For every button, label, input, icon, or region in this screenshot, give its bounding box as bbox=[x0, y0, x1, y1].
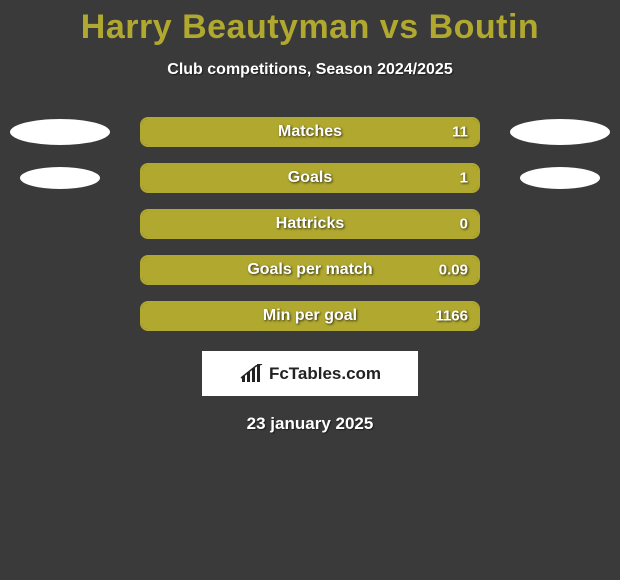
infographic-container: Harry Beautyman vs Boutin Club competiti… bbox=[0, 0, 620, 580]
date-label: 23 january 2025 bbox=[0, 414, 620, 434]
stat-value: 0 bbox=[460, 216, 468, 233]
ellipse-right-icon bbox=[520, 167, 600, 189]
stat-bar: Hattricks 0 bbox=[140, 209, 480, 239]
stat-label: Hattricks bbox=[276, 215, 344, 233]
stat-label: Min per goal bbox=[263, 307, 357, 325]
page-title: Harry Beautyman vs Boutin bbox=[0, 0, 620, 47]
logo: FcTables.com bbox=[239, 364, 381, 384]
bar-chart-icon bbox=[239, 364, 265, 384]
stat-rows: Matches 11 Goals 1 Hattricks 0 bbox=[0, 117, 620, 331]
logo-text: FcTables.com bbox=[269, 364, 381, 384]
stat-bar: Matches 11 bbox=[140, 117, 480, 147]
ellipse-right-icon bbox=[510, 119, 610, 145]
stat-row-min-per-goal: Min per goal 1166 bbox=[0, 301, 620, 331]
stat-row-goals-per-match: Goals per match 0.09 bbox=[0, 255, 620, 285]
logo-box: FcTables.com bbox=[202, 351, 418, 396]
stat-row-matches: Matches 11 bbox=[0, 117, 620, 147]
ellipse-left-icon bbox=[10, 119, 110, 145]
stat-value: 11 bbox=[452, 124, 468, 141]
stat-label: Matches bbox=[278, 123, 342, 141]
stat-label: Goals bbox=[288, 169, 332, 187]
subtitle: Club competitions, Season 2024/2025 bbox=[0, 61, 620, 79]
stat-row-goals: Goals 1 bbox=[0, 163, 620, 193]
stat-bar: Min per goal 1166 bbox=[140, 301, 480, 331]
stat-value: 0.09 bbox=[439, 262, 468, 279]
ellipse-left-icon bbox=[20, 167, 100, 189]
stat-bar: Goals per match 0.09 bbox=[140, 255, 480, 285]
stat-value: 1166 bbox=[435, 308, 468, 325]
stat-bar: Goals 1 bbox=[140, 163, 480, 193]
stat-label: Goals per match bbox=[247, 261, 372, 279]
stat-value: 1 bbox=[460, 170, 468, 187]
stat-row-hattricks: Hattricks 0 bbox=[0, 209, 620, 239]
